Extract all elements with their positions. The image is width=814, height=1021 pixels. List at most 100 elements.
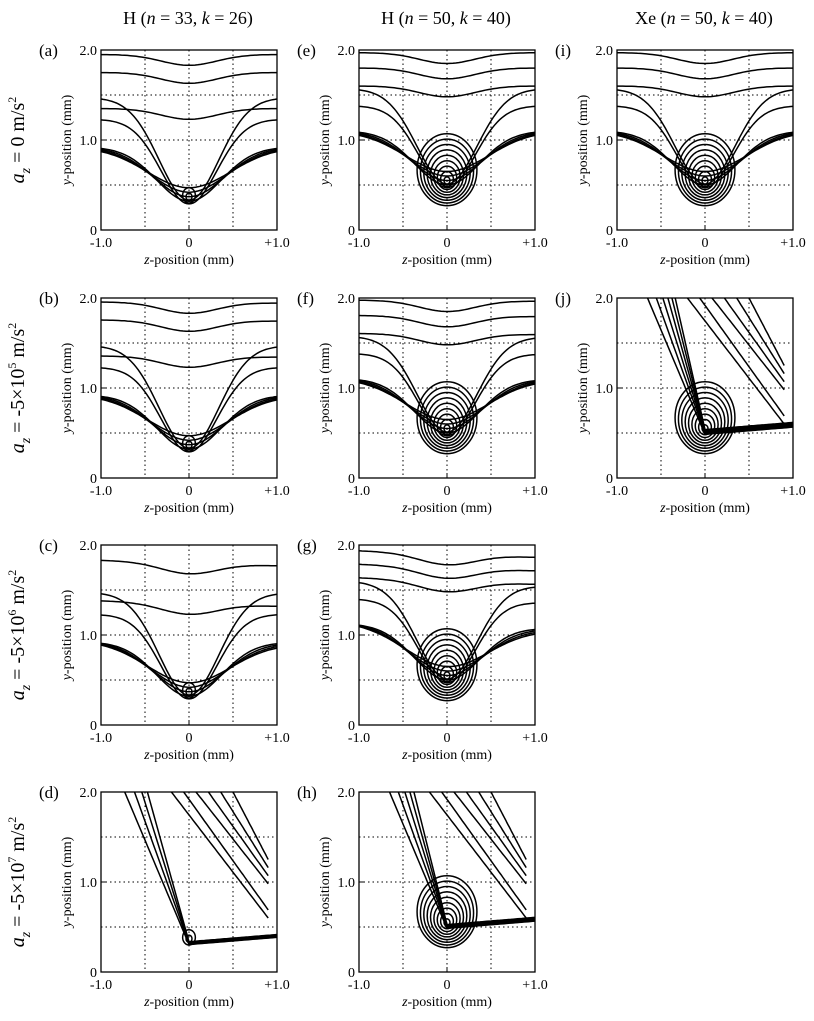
contour-ring (433, 654, 461, 688)
header-species: Xe ( (635, 8, 666, 29)
y-tick-label: 1.0 (338, 876, 356, 891)
panel-j: -1.0 0 +1.001.02.0z-position (mm)y-positio… (555, 289, 806, 516)
x-tick-label: 0 (444, 731, 451, 746)
y-tick-label: 0 (348, 224, 355, 239)
contour-line (101, 107, 277, 121)
contour-ring (691, 159, 719, 193)
panel-label: (h) (297, 783, 317, 802)
contour-ring (687, 154, 723, 196)
contour-ring (674, 380, 736, 455)
y-tick-label: 1.0 (80, 134, 98, 149)
contour-ring (416, 132, 478, 207)
contour-ring (426, 891, 468, 941)
contour-line (170, 792, 269, 919)
y-axis-label: y-position (mm) (318, 589, 333, 682)
y-axis-label: y-position (mm) (318, 94, 333, 187)
row-label-exponent: 7 (5, 857, 19, 863)
contour-ring (694, 165, 716, 191)
contour-line (101, 643, 277, 693)
contour-line (101, 396, 277, 446)
contour-ring (426, 397, 468, 447)
contour-line (428, 792, 527, 919)
contour-ring (185, 934, 193, 944)
y-tick-label: 2.0 (338, 292, 356, 307)
header-n-value: = 33, (156, 8, 202, 28)
x-tick-label: 0 (186, 978, 193, 993)
x-tick-label: -1.0 (348, 484, 370, 499)
header-n-value: = 50, (414, 8, 460, 28)
header-species: H ( (381, 8, 405, 29)
contour-ring (185, 192, 193, 202)
row-label-exponent: 6 (5, 610, 19, 616)
panel-e: -1.0 0 +1.001.02.0z-position (mm)y-positio… (297, 41, 548, 268)
contour-line (101, 148, 277, 198)
panel-label: (d) (39, 783, 59, 802)
x-tick-label: -1.0 (606, 484, 628, 499)
contour-line (748, 298, 785, 366)
y-axis-label: y-position (mm) (60, 836, 75, 929)
contour-line (413, 792, 535, 926)
contour-ring (439, 170, 455, 188)
contour-line (101, 319, 277, 333)
y-tick-label: 0 (90, 224, 97, 239)
x-tick-label: +1.0 (264, 731, 289, 746)
y-tick-label: 0 (348, 472, 355, 487)
contour-line (617, 131, 793, 186)
contour-ring (426, 149, 468, 199)
x-axis-label: z-position (mm) (659, 501, 750, 516)
contour-ring (423, 885, 471, 944)
contour-ring (423, 391, 471, 450)
contour-line (101, 395, 277, 450)
panel-label: (j) (555, 289, 571, 308)
header-species: H ( (123, 8, 147, 29)
x-tick-label: +1.0 (780, 484, 805, 499)
y-tick-label: 2.0 (80, 44, 98, 59)
row-label-unit: m/s (7, 102, 29, 136)
contour-line (359, 131, 535, 186)
contour-ring (433, 901, 461, 935)
y-tick-label: 1.0 (338, 134, 356, 149)
contour-line (101, 614, 277, 700)
x-tick-label: +1.0 (264, 484, 289, 499)
contour-line (359, 132, 535, 182)
contour-line (101, 147, 277, 202)
row-label-unit: m/s (7, 823, 29, 857)
contour-line (478, 792, 527, 869)
contour-line (359, 299, 535, 313)
header-k-value: = 40) (730, 8, 773, 29)
y-axis-label: y-position (mm) (60, 342, 75, 435)
contour-line (359, 379, 535, 434)
contour-line (359, 624, 535, 677)
contour-line (711, 298, 785, 391)
y-tick-label: 2.0 (338, 44, 356, 59)
contour-ring (674, 132, 736, 207)
contour-line (101, 71, 277, 85)
row-label-acceleration: az = -5×106 m/s2 (5, 570, 34, 701)
y-tick-label: 1.0 (80, 876, 98, 891)
y-axis-label: y-position (mm) (576, 94, 591, 187)
contour-line (359, 67, 535, 80)
row-label-value: = -5×10 (7, 369, 29, 438)
contour-ring (439, 665, 455, 683)
contour-ring (443, 671, 451, 680)
contour-ring (181, 681, 197, 699)
contour-ring (684, 149, 726, 199)
contour-ring (419, 138, 475, 204)
x-tick-label: 0 (186, 731, 193, 746)
y-axis-label: y-position (mm) (60, 94, 75, 187)
contour-line (359, 381, 535, 425)
contour-line (617, 67, 793, 80)
y-axis-label: y-position (mm) (318, 342, 333, 435)
contour-ring (687, 402, 723, 444)
row-label-value: = 0 (7, 137, 29, 168)
header-n-value: = 50, (676, 8, 722, 28)
panel-label: (a) (39, 41, 58, 60)
column-header: Xe (n = 50, k = 40) (635, 8, 773, 29)
x-tick-label: 0 (186, 236, 193, 251)
column-header: H (n = 33, k = 26) (123, 8, 253, 29)
panel-label: (b) (39, 289, 59, 308)
contour-ring (416, 627, 478, 702)
y-axis-label: y-position (mm) (576, 342, 591, 435)
contour-line (207, 792, 269, 877)
panel-label: (f) (297, 289, 314, 308)
